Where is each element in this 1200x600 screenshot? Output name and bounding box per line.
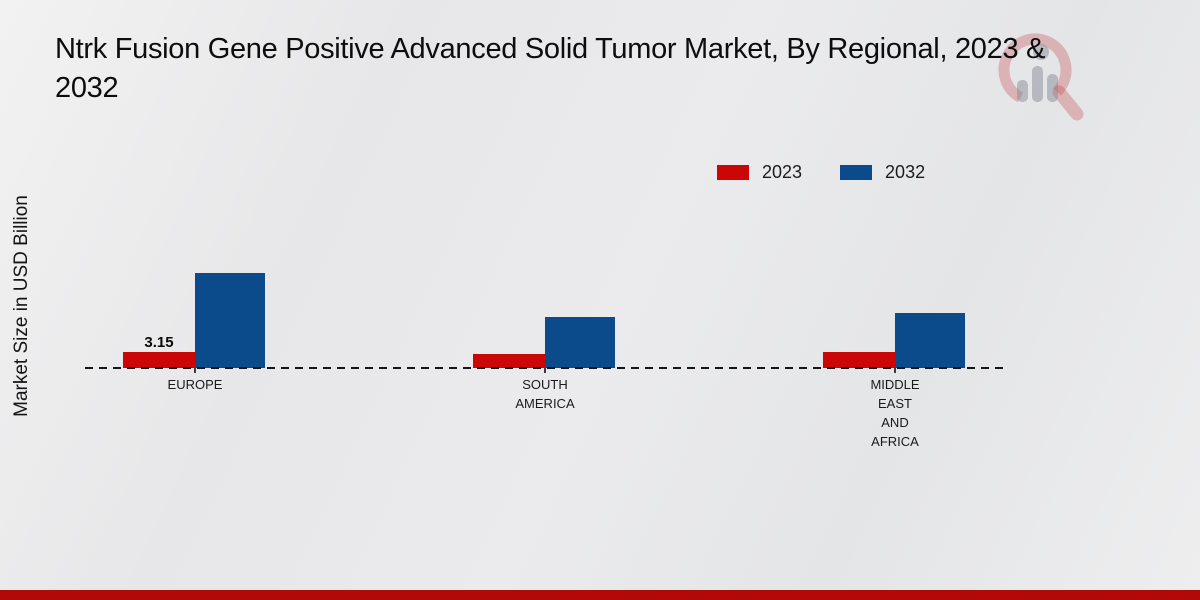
bar-2032-europe — [195, 273, 265, 368]
x-axis-category-label: MIDDLE EAST AND AFRICA — [870, 377, 920, 449]
x-axis-tick — [194, 368, 196, 373]
x-axis-category-label: EUROPE — [167, 377, 223, 392]
x-axis-tick — [894, 368, 896, 373]
bar-2032-middle-east-and-africa — [895, 313, 965, 368]
legend-swatch-2032 — [840, 165, 873, 180]
legend-swatch-2023 — [717, 165, 749, 180]
legend: 2023 2032 — [717, 162, 925, 183]
bar-value-label: 3.15 — [144, 334, 174, 351]
bar-2032-south-america — [545, 317, 615, 368]
x-axis-tick — [544, 368, 546, 373]
bar-2023-south-america — [473, 354, 545, 368]
legend-label-2023: 2023 — [762, 162, 803, 182]
legend-item-2023: 2023 — [717, 162, 802, 183]
plot-area: 3.15 EUROPE SOUTH AMERICA MIDDLE EAST AND A… — [85, 200, 1007, 449]
legend-item-2032: 2032 — [840, 162, 925, 183]
legend-label-2032: 2032 — [885, 162, 926, 182]
x-axis-baseline — [85, 367, 1007, 369]
bar-2023-middle-east-and-africa — [823, 352, 895, 368]
magnifier-barchart-icon — [998, 33, 1084, 121]
footer-accent-bar — [0, 590, 1200, 600]
bar-2023-europe — [123, 352, 195, 368]
brand-logo-watermark — [995, 28, 1085, 128]
x-axis-category-label: SOUTH AMERICA — [515, 377, 575, 411]
y-axis-label: Market Size in USD Billion — [11, 195, 32, 417]
chart-title-line1: Ntrk Fusion Gene Positive Advanced Solid… — [55, 33, 1046, 65]
chart-title: Ntrk Fusion Gene Positive Advanced Solid… — [55, 30, 1200, 108]
chart-title-line2: 2032 — [55, 72, 119, 104]
